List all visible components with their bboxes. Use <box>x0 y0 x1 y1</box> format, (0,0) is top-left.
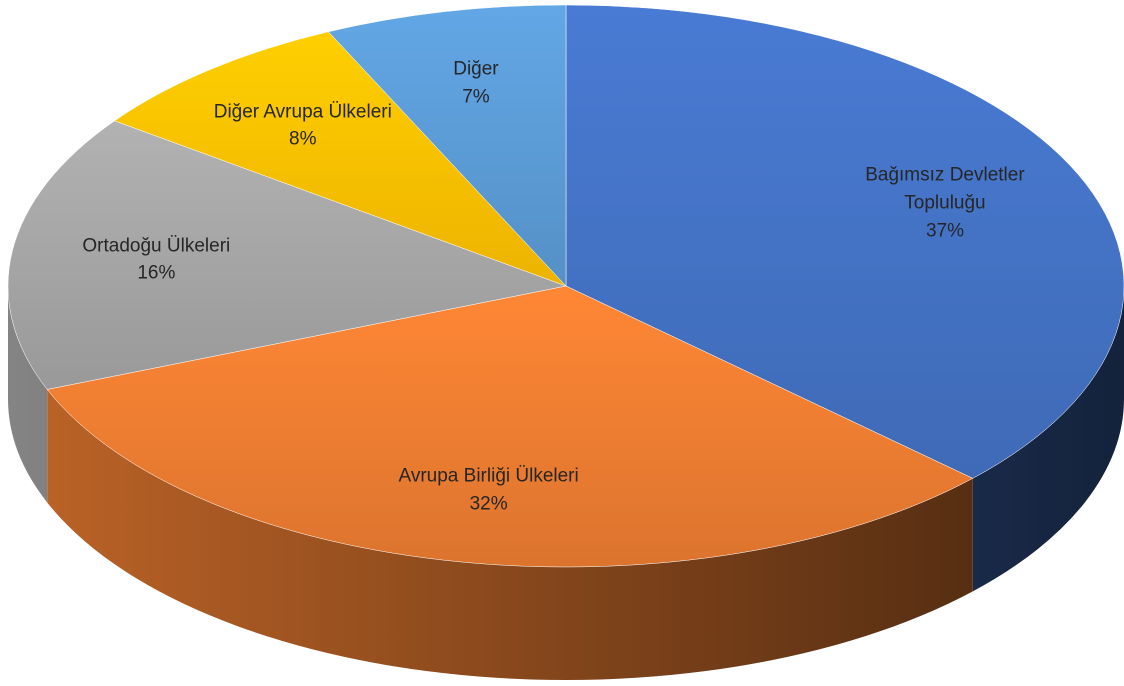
pie-slice <box>565 4 1124 479</box>
data-label: Ortadoğu Ülkeleri 16% <box>26 232 286 287</box>
data-label: Bağımsız Devletler Topluluğu 37% <box>855 162 1035 245</box>
slice-name: Diğer Avrupa Ülkeleri <box>213 101 392 123</box>
pie-slice-side <box>972 286 1124 592</box>
slice-name: Avrupa Birliği Ülkeleri <box>398 465 579 487</box>
slice-percent: 16% <box>137 262 176 284</box>
slice-percent: 7% <box>462 86 490 108</box>
slice-percent: 37% <box>925 220 964 242</box>
pie-sides <box>8 286 1124 681</box>
pie-slice <box>327 4 567 287</box>
slice-name: Ortadoğu Ülkeleri <box>82 235 231 257</box>
pie-slice <box>46 285 974 568</box>
slice-percent: 8% <box>289 128 317 150</box>
pie-slice <box>114 31 567 287</box>
pie-slice-side <box>47 389 973 681</box>
data-label: Diğer Avrupa Ülkeleri 8% <box>173 98 433 153</box>
slice-percent: 32% <box>469 493 508 515</box>
pie-slice <box>7 120 567 390</box>
pie-tops <box>7 4 1124 568</box>
data-label: Avrupa Birliği Ülkeleri 32% <box>359 463 619 518</box>
slice-name: Diğer <box>453 58 499 80</box>
pie-slice-side <box>8 286 48 503</box>
data-label: Diğer 7% <box>346 56 606 111</box>
slice-name: Bağımsız Devletler Topluluğu <box>865 165 1025 214</box>
